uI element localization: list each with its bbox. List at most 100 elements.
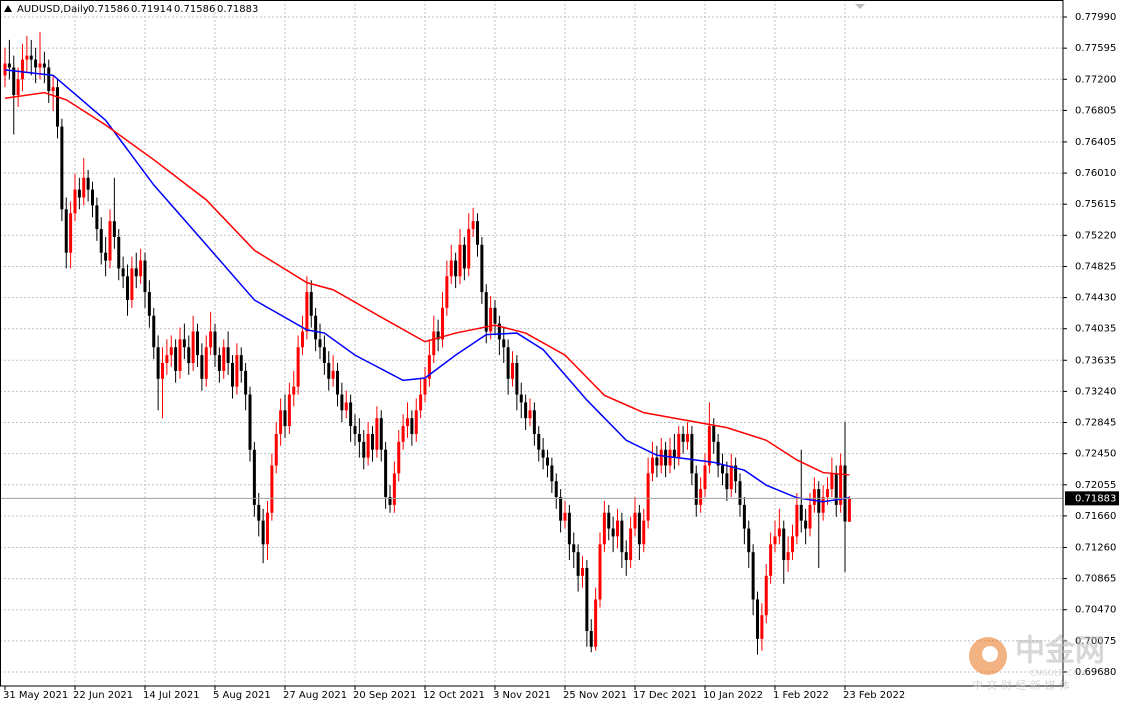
grid <box>0 0 1063 686</box>
candle-body <box>602 512 606 545</box>
candle-body <box>716 441 720 466</box>
candle-body <box>607 512 611 529</box>
candle-body <box>331 370 335 379</box>
y-tick-label: 0.75615 <box>1075 199 1116 210</box>
candle-body <box>213 331 217 356</box>
candle-body <box>99 229 103 253</box>
candle-body <box>112 221 116 237</box>
candle-body <box>847 498 851 522</box>
candle-body <box>476 221 479 245</box>
y-tick-label: 0.71660 <box>1075 511 1116 522</box>
candle-body <box>843 465 847 522</box>
candle-body <box>336 370 339 395</box>
candle-body <box>51 87 55 92</box>
x-tick-label: 14 Jul 2021 <box>143 690 200 701</box>
candle-body <box>126 276 129 300</box>
candle-body <box>742 504 746 529</box>
candle-body <box>791 536 794 553</box>
candle-body <box>182 339 186 348</box>
candle-body <box>449 260 453 277</box>
candle-body <box>751 552 755 600</box>
x-tick-label: 10 Jan 2022 <box>703 690 763 701</box>
candle-body <box>734 465 738 482</box>
candle-body <box>21 59 24 80</box>
candle-body <box>69 213 73 253</box>
candle-body <box>576 552 580 576</box>
candle-body <box>134 268 138 277</box>
candle-body <box>419 394 423 411</box>
candle-body <box>756 599 759 639</box>
y-tick-label: 0.75220 <box>1075 230 1116 241</box>
current-price-box <box>1065 491 1119 506</box>
y-tick-label: 0.74825 <box>1075 261 1116 272</box>
candle-body <box>130 268 134 300</box>
candle-body <box>327 363 331 379</box>
candle-body <box>502 339 506 348</box>
candle-body <box>314 315 318 340</box>
candle-body <box>664 449 668 466</box>
candle-body <box>56 87 59 127</box>
y-tick-label: 0.74430 <box>1075 293 1116 304</box>
x-tick-label: 31 May 2021 <box>3 690 68 701</box>
candle-body <box>86 177 90 190</box>
y-tick-label: 0.76805 <box>1075 105 1116 116</box>
candle-body <box>7 63 11 68</box>
candle-body <box>423 378 427 395</box>
candle-body <box>567 512 571 545</box>
candle-body <box>677 433 681 458</box>
candle-body <box>222 347 226 371</box>
candle-body <box>528 410 532 419</box>
candle-body <box>668 449 672 466</box>
candle-body <box>659 449 663 466</box>
candle-body <box>353 426 357 434</box>
header-close: 0.71883 <box>217 4 258 15</box>
candle-body <box>414 410 418 434</box>
candle-body <box>371 433 374 450</box>
candle-body <box>699 489 703 505</box>
candle-body <box>594 599 598 647</box>
candle-body <box>812 489 816 505</box>
candle-body <box>554 481 558 498</box>
y-tick-label: 0.77990 <box>1075 12 1116 23</box>
candle-body <box>406 418 409 427</box>
y-tick-label: 0.73635 <box>1075 355 1116 366</box>
candle-body <box>344 402 348 411</box>
plot <box>0 31 1063 655</box>
candle-body <box>292 386 296 395</box>
y-tick-label: 0.77200 <box>1075 74 1116 85</box>
candle-body <box>707 426 711 466</box>
candle-body <box>642 520 646 545</box>
candle-body <box>620 520 624 553</box>
candle-body <box>121 268 125 277</box>
candle-body <box>73 189 77 214</box>
candle-body <box>191 331 195 364</box>
candle-body <box>651 457 654 474</box>
plot-frame <box>0 0 1064 687</box>
candle-body <box>296 347 300 387</box>
x-tick-label: 17 Dec 2021 <box>633 690 697 701</box>
candle-body <box>830 473 834 490</box>
candle-body <box>589 630 593 647</box>
shift-marker <box>855 4 865 9</box>
candle-body <box>703 465 707 490</box>
candle-body <box>29 55 33 60</box>
x-tick-label: 5 Aug 2021 <box>213 690 271 701</box>
candle-body <box>559 497 563 521</box>
candle-body <box>270 465 274 513</box>
candle-body <box>60 126 64 210</box>
y-tick-label: 0.74035 <box>1075 324 1116 335</box>
candle-body <box>42 63 46 68</box>
axes: 0.77990 0.77595 0.77200 0.76805 0.76405 0.760… <box>3 12 1119 701</box>
candle-body <box>432 331 436 356</box>
candle-body <box>165 355 169 364</box>
candle-body <box>616 520 619 537</box>
candle-body <box>686 433 689 442</box>
candle-body <box>178 339 182 371</box>
candle-body <box>147 292 151 316</box>
candle-body <box>646 473 650 521</box>
x-tick-label: 22 Jun 2021 <box>73 690 133 701</box>
candle-body <box>633 512 637 529</box>
candle-body <box>747 528 751 553</box>
candle-body <box>187 347 191 364</box>
